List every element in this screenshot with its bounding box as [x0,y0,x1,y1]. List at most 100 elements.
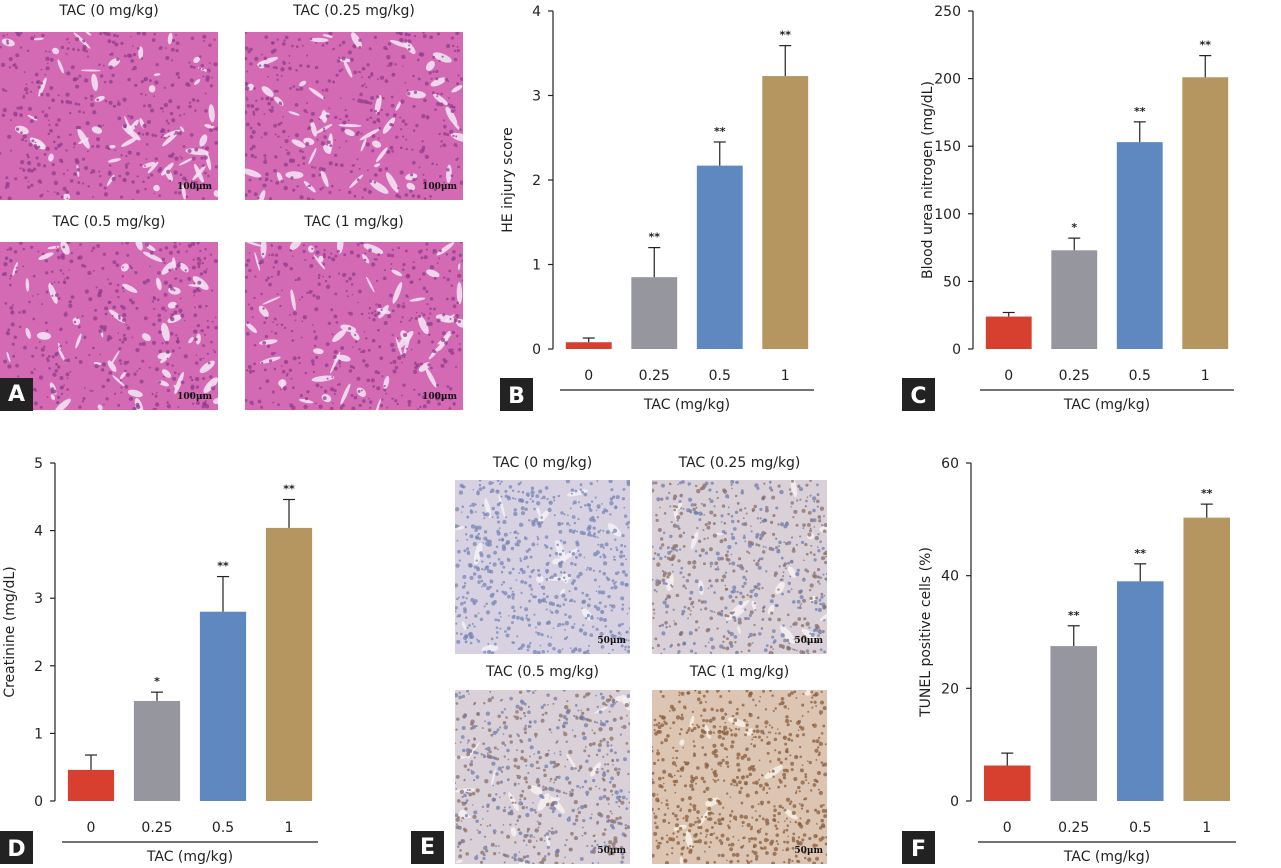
tissue-nucleus [108,79,113,84]
tissue-nucleus [273,169,277,173]
tissue-lumen [121,136,139,147]
tissue-nucleus [41,33,45,38]
tissue-lumen [285,171,304,179]
tissue-nucleus [495,636,499,639]
tissue-nucleus [592,534,596,538]
tissue-nucleus [171,47,175,52]
tissue-nucleus [13,250,18,254]
tissue-nucleus [351,293,354,296]
tissue-nucleus [141,31,147,36]
tissue-nucleus [331,333,334,336]
scale-bar-label: 100μm [422,182,457,192]
tissue-nucleus [458,596,460,599]
tissue-nucleus [559,571,563,574]
tissue-nucleus [622,554,626,558]
tissue-nucleus [169,331,174,336]
tissue-lumen [320,169,329,187]
tissue-nucleus [570,488,575,492]
tissue-nucleus [328,161,333,166]
tissue-nucleus [285,149,288,151]
tissue-nucleus [354,333,357,336]
tissue-nucleus [391,334,394,337]
tissue-nucleus [65,149,68,152]
tissue-nucleus [83,386,86,389]
tissue-nucleus [113,392,117,395]
tissue-nucleus [183,319,186,322]
tissue-lumen [351,32,362,49]
tissue-nucleus [161,306,166,311]
tissue-nucleus [8,246,13,251]
tissue-nucleus [44,113,49,118]
tissue-nucleus [304,396,309,401]
tissue-nucleus [99,32,103,36]
tissue-nucleus [145,158,148,160]
tissue-lumen [153,73,161,76]
tissue-nucleus [363,83,366,86]
tissue-nucleus [497,618,501,622]
tissue-nucleus [391,348,396,353]
tissue-nucleus [302,315,307,320]
tissue-nucleus [624,583,629,587]
tissue-nucleus [338,43,342,47]
tissue-nucleus [176,250,181,254]
tissue-nucleus [289,313,292,316]
tissue-nucleus [55,123,59,127]
tissue-nucleus [295,45,299,49]
tissue-lumen [289,238,302,251]
tissue-nucleus [483,517,486,520]
tissue-nucleus [262,307,265,310]
tissue-nucleus [81,263,85,268]
tissue-nucleus [92,196,95,198]
tissue-nucleus [615,546,618,549]
tissue-nucleus [457,613,462,618]
tissue-nucleus [68,303,73,308]
tissue-nucleus [438,132,441,136]
tissue-nucleus [171,118,176,123]
tissue-nucleus [31,354,35,358]
tissue-nucleus [281,289,283,292]
tissue-nucleus [537,621,542,626]
x-axis-title: TAC (mg/kg) [1063,849,1150,865]
tissue-nucleus [173,170,178,175]
tissue-nucleus [609,497,614,501]
tissue-nucleus [519,557,522,560]
tissue-nucleus [324,279,328,283]
tissue-nucleus [132,406,137,412]
tissue-nucleus [99,353,102,356]
tissue-nucleus [27,180,30,183]
tissue-nucleus [392,113,397,118]
tissue-nucleus [245,86,250,91]
tissue-nucleus [368,317,371,319]
tissue-nucleus [108,170,112,174]
tissue-nucleus [502,519,507,525]
tissue-nucleus [160,45,163,49]
tissue-nucleus [517,498,523,503]
tissue-nucleus [336,59,341,63]
tissue-nucleus [56,249,60,253]
tissue-nucleus [157,271,161,275]
tissue-nucleus [605,530,611,535]
tissue-nucleus [204,92,207,95]
tissue-nucleus [396,337,399,340]
tissue-nucleus [308,184,312,187]
tissue-nucleus [131,180,135,184]
tissue-lumen [453,526,465,531]
tissue-nucleus [545,578,549,581]
tissue-nucleus [102,31,105,34]
tissue-lumen [343,60,353,78]
tunel-micrograph: 50μm [453,478,632,656]
tissue-nucleus [625,638,628,642]
tissue-nucleus [371,149,375,153]
tissue-nucleus [301,150,305,153]
tissue-nucleus [367,75,371,79]
tissue-nucleus [434,396,440,401]
tissue-nucleus [579,483,583,487]
tissue-nucleus [245,369,249,372]
tissue-nucleus [168,268,172,272]
tissue-nucleus [22,247,25,251]
tissue-lumen [148,85,156,93]
tissue-nucleus [478,487,483,491]
tissue-nucleus [554,594,559,600]
tissue-nucleus [203,256,207,260]
y-tick-label: 20 [941,681,959,697]
